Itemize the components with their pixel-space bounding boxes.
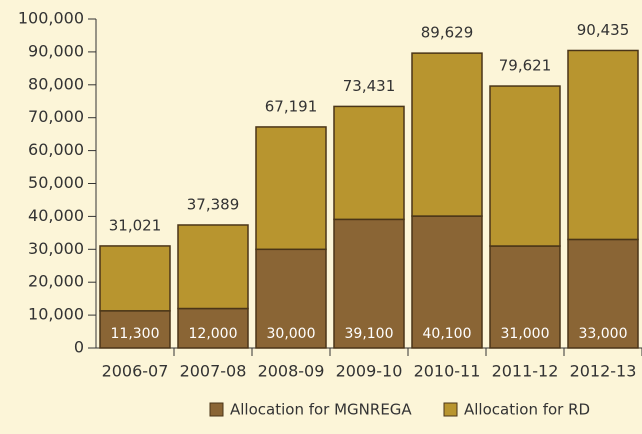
bar-label: 33,000 — [579, 326, 628, 342]
total-label: 89,629 — [421, 24, 474, 42]
y-tick-label: 90,000 — [28, 41, 84, 60]
x-tick-label: 2011-12 — [492, 362, 559, 381]
y-tick-label: 20,000 — [28, 272, 84, 291]
legend-label: Allocation for RD — [464, 401, 590, 419]
legend-swatch — [443, 402, 458, 417]
bar-segment — [489, 245, 561, 349]
y-tick-label: 30,000 — [28, 239, 84, 258]
bar-segment — [567, 49, 639, 241]
bar-label: 39,100 — [345, 326, 394, 342]
bar-segment — [99, 245, 171, 312]
bar-label: 12,000 — [189, 326, 238, 342]
legend-label: Allocation for MGNREGA — [230, 401, 412, 419]
total-label: 73,431 — [343, 77, 396, 95]
bar-label: 40,100 — [423, 326, 472, 342]
y-tick-label: 60,000 — [28, 140, 84, 159]
x-tick-label: 2010-11 — [414, 362, 481, 381]
y-tick-label: 70,000 — [28, 107, 84, 126]
legend-swatch — [209, 402, 224, 417]
y-tick-label: 80,000 — [28, 74, 84, 93]
bar-segment — [489, 85, 561, 247]
x-tick-label: 2009-10 — [336, 362, 403, 381]
total-label: 31,021 — [109, 216, 162, 234]
y-tick-label: 50,000 — [28, 173, 84, 192]
x-tick-label: 2007-08 — [180, 362, 247, 381]
total-label: 37,389 — [187, 195, 240, 213]
bar-label: 31,000 — [501, 326, 550, 342]
x-tick-label: 2006-07 — [102, 362, 169, 381]
bar-segment — [333, 105, 405, 221]
bar-segment — [333, 218, 405, 349]
y-tick-label: 0 — [74, 338, 84, 357]
bar-segment — [411, 52, 483, 217]
bar-segment — [567, 238, 639, 349]
bar-segment — [255, 248, 327, 349]
bar-label: 30,000 — [267, 326, 316, 342]
bar-segment — [177, 307, 249, 349]
total-label: 67,191 — [265, 97, 318, 115]
total-label: 79,621 — [499, 57, 552, 75]
x-tick-label: 2008-09 — [258, 362, 325, 381]
bar-label: 11,300 — [111, 326, 160, 342]
total-label: 90,435 — [577, 21, 630, 39]
x-tick-label: 2012-13 — [570, 362, 637, 381]
bar-segment — [255, 126, 327, 251]
bar-segment — [177, 224, 249, 310]
y-tick-label: 10,000 — [28, 305, 84, 324]
y-tick-label: 40,000 — [28, 206, 84, 225]
y-tick-label: 100,000 — [18, 9, 84, 28]
bar-segment — [411, 215, 483, 349]
